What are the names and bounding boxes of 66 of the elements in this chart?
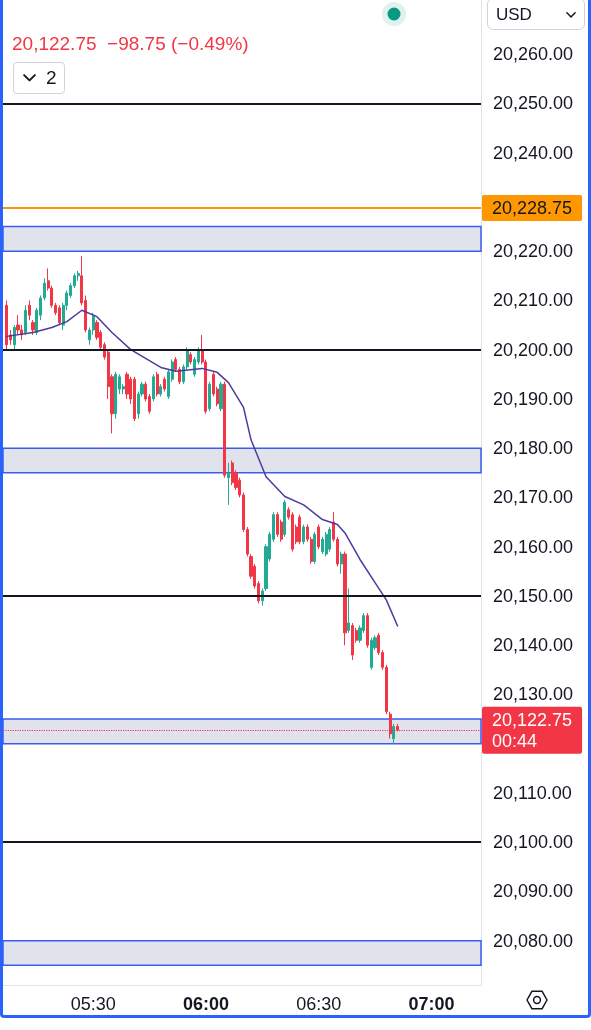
candlestick [24, 304, 27, 336]
x-tick-label: 07:00 [408, 994, 455, 1014]
candlestick [5, 299, 8, 351]
candlestick [347, 588, 350, 634]
candlestick [291, 511, 294, 553]
x-tick-label: 06:30 [296, 994, 342, 1014]
y-tick-label: 20,100.00 [493, 832, 574, 853]
text: 20,122.75 −98.75 (−0.49%) [12, 33, 249, 55]
y-tick-label: 20,140.00 [493, 635, 574, 656]
y-tick-label: 20,210.00 [493, 290, 574, 311]
candlestick [223, 381, 226, 479]
candlestick [227, 462, 230, 506]
y-axis-title: USD [496, 5, 532, 25]
candlestick [340, 551, 343, 575]
candlestick [28, 299, 31, 321]
candlestick [317, 524, 320, 550]
candlestick [189, 351, 192, 365]
ref-line-label: 20,122.75 00:44 [492, 709, 573, 751]
candlestick [133, 376, 136, 422]
x-tick-label: 05:30 [70, 994, 116, 1014]
candlestick [366, 612, 369, 649]
x-tick-label: 06:00 [182, 994, 229, 1014]
candlestick [31, 319, 35, 336]
candlestick [351, 622, 354, 661]
candlestick [392, 723, 395, 745]
y-tick-label: 20,250.00 [493, 93, 574, 114]
candlestick [163, 376, 166, 393]
y-tick-label: 20,240.00 [493, 142, 574, 163]
y-tick-label: 20,150.00 [493, 585, 574, 606]
y-tick-label: 20,130.00 [493, 684, 574, 705]
y-tick-label: 20,200.00 [493, 339, 574, 360]
y-tick-label: 20,080.00 [493, 930, 574, 951]
candlestick [298, 514, 301, 545]
candlestick [328, 526, 331, 553]
candlestick [152, 373, 155, 402]
y-tick-label: 20,170.00 [493, 487, 574, 508]
candlestick [231, 459, 234, 486]
annotation: 2 [46, 67, 57, 89]
candlestick [283, 499, 286, 538]
candlestick [208, 381, 211, 412]
candlestick [13, 324, 16, 351]
y-tick-label: 20,110.00 [493, 782, 572, 803]
candlestick [370, 637, 373, 671]
y-tick-label: 20,260.00 [493, 44, 574, 65]
candlestick [114, 371, 117, 420]
candlestick [302, 524, 305, 545]
candlestick [276, 511, 279, 538]
candlestick [313, 531, 316, 565]
y-tick-label: 20,090.00 [493, 881, 574, 902]
y-tick-label: 20,190.00 [493, 388, 574, 409]
y-tick-label: 20,160.00 [493, 536, 574, 557]
y-tick-label: 20,180.00 [493, 438, 574, 459]
collapse-button: 2 [13, 62, 65, 94]
y-tick-label: 20,220.00 [493, 241, 574, 262]
candlestick [16, 314, 20, 336]
candlestick [156, 371, 159, 397]
candlestick [159, 383, 162, 397]
dropdown: USD [487, 0, 585, 30]
line-series [6, 309, 399, 627]
candlestick [125, 371, 129, 400]
ref-line-label: 20,228.75 [492, 198, 573, 219]
candlestick [343, 551, 347, 646]
candlestick [58, 304, 61, 326]
candlestick [321, 536, 324, 555]
candlestick [325, 531, 328, 558]
candlestick [219, 381, 223, 412]
